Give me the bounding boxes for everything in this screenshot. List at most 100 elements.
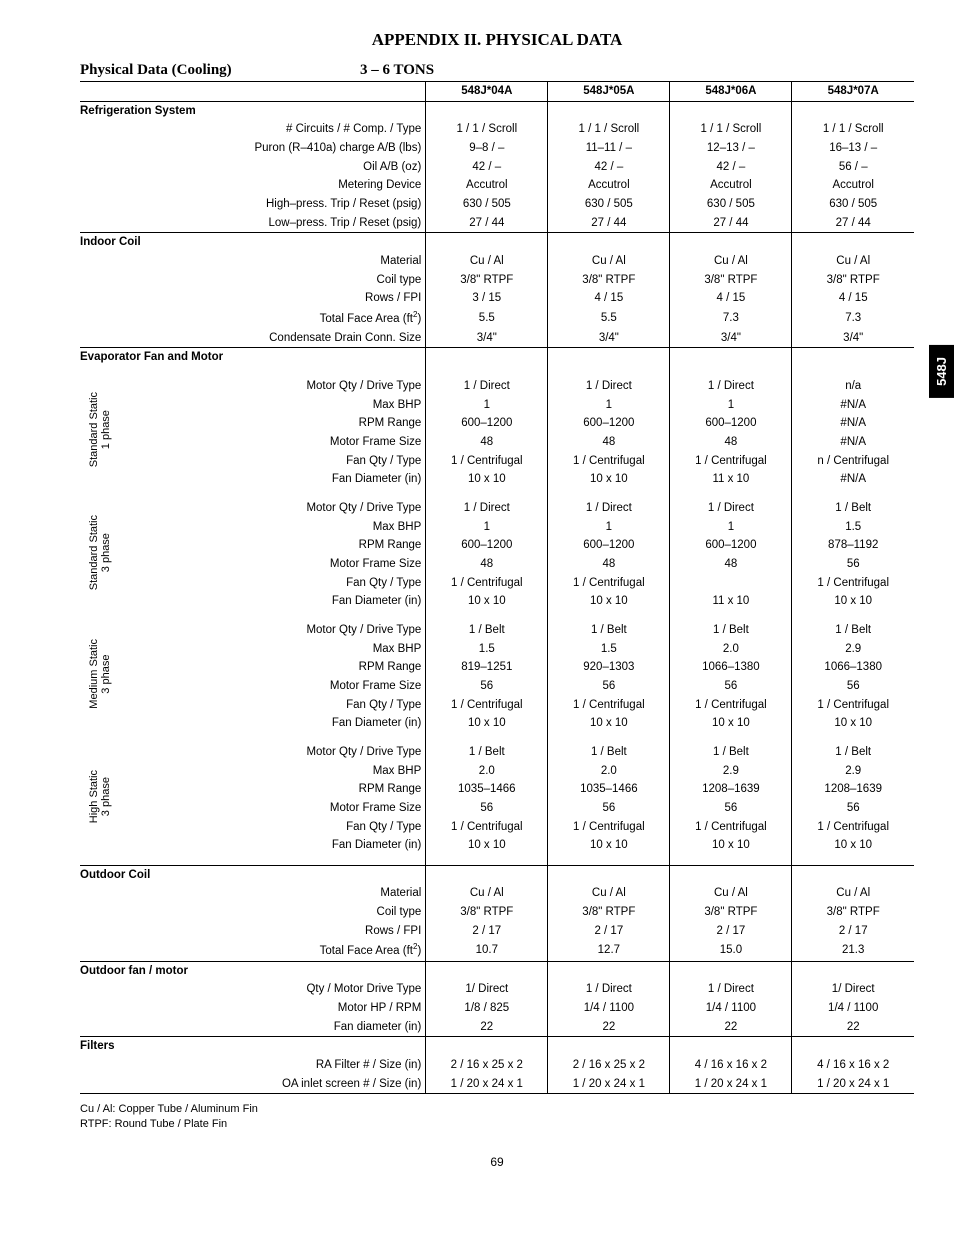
data-cell: 10 x 10 (670, 714, 792, 733)
data-cell: 1 / Belt (670, 621, 792, 640)
data-cell: 3/8" RTPF (426, 903, 548, 922)
data-cell: 42 / – (426, 158, 548, 177)
data-cell: 600–1200 (426, 414, 548, 433)
data-cell: 2 / 17 (548, 922, 670, 941)
group-label: Standard Static1 phase (80, 377, 121, 489)
data-cell: 2.0 (548, 762, 670, 781)
data-cell: 56 (792, 799, 914, 818)
data-cell: 1 / Belt (792, 621, 914, 640)
data-cell: 5.5 (548, 308, 670, 329)
row-label: Total Face Area (ft2) (121, 940, 426, 961)
data-cell: 1 / Centrifugal (548, 452, 670, 471)
section-header: Evaporator Fan and Motor (80, 348, 426, 367)
data-cell: 600–1200 (548, 414, 670, 433)
data-cell: 10 x 10 (426, 836, 548, 855)
data-cell: 3/8" RTPF (548, 271, 670, 290)
data-cell: 3/8" RTPF (426, 271, 548, 290)
data-cell: 630 / 505 (792, 195, 914, 214)
data-cell: 48 (426, 555, 548, 574)
data-cell: 630 / 505 (548, 195, 670, 214)
data-cell: Cu / Al (792, 252, 914, 271)
data-cell: 11–11 / – (548, 139, 670, 158)
data-cell: 27 / 44 (426, 214, 548, 233)
row-label: Motor Qty / Drive Type (121, 377, 426, 396)
row-label: High–press. Trip / Reset (psig) (121, 195, 426, 214)
data-cell: 2.9 (792, 640, 914, 659)
data-cell: 22 (792, 1018, 914, 1037)
row-label: Fan Diameter (in) (121, 836, 426, 855)
data-cell: 1 / 20 x 24 x 1 (792, 1075, 914, 1094)
data-cell: 630 / 505 (670, 195, 792, 214)
page-number: 69 (80, 1155, 914, 1169)
data-cell: 1208–1639 (792, 780, 914, 799)
row-label: Motor Qty / Drive Type (121, 499, 426, 518)
data-cell: 1 / Centrifugal (426, 574, 548, 593)
data-cell: 48 (670, 555, 792, 574)
data-cell: 1 (426, 518, 548, 537)
data-cell: 1208–1639 (670, 780, 792, 799)
data-cell: 3/8" RTPF (792, 271, 914, 290)
data-cell: 22 (670, 1018, 792, 1037)
data-cell: #N/A (792, 396, 914, 415)
data-cell: 2 / 17 (670, 922, 792, 941)
data-cell: 7.3 (670, 308, 792, 329)
data-cell: 4 / 16 x 16 x 2 (670, 1056, 792, 1075)
row-label: Material (121, 252, 426, 271)
data-cell: 56 (426, 799, 548, 818)
section-header: Indoor Coil (80, 233, 426, 252)
data-cell: 600–1200 (426, 536, 548, 555)
footnotes: Cu / Al: Copper Tube / Aluminum Fin RTPF… (80, 1102, 914, 1131)
data-cell: Cu / Al (670, 252, 792, 271)
data-cell: 4 / 15 (548, 289, 670, 308)
data-cell: 10 x 10 (426, 714, 548, 733)
data-cell: 1 / 1 / Scroll (792, 120, 914, 139)
data-cell: 3/8" RTPF (792, 903, 914, 922)
data-cell: 2 / 17 (792, 922, 914, 941)
row-label: Material (121, 884, 426, 903)
row-label: Total Face Area (ft2) (121, 308, 426, 329)
data-cell: #N/A (792, 433, 914, 452)
section-header: Outdoor Coil (80, 865, 426, 884)
row-label: Motor HP / RPM (121, 999, 426, 1018)
data-cell: 1066–1380 (792, 658, 914, 677)
data-cell: #N/A (792, 414, 914, 433)
col-header: 548J*04A (426, 82, 548, 102)
data-cell: 10 x 10 (426, 592, 548, 611)
row-label: Motor Frame Size (121, 677, 426, 696)
data-cell: 1 (426, 396, 548, 415)
data-cell: n/a (792, 377, 914, 396)
data-cell: 4 / 15 (670, 289, 792, 308)
data-cell: 56 (670, 799, 792, 818)
data-cell: 10 x 10 (548, 470, 670, 489)
data-cell: 1066–1380 (670, 658, 792, 677)
data-cell: 1 / Belt (670, 743, 792, 762)
data-cell: 48 (426, 433, 548, 452)
row-label: Max BHP (121, 396, 426, 415)
data-cell: 4 / 16 x 16 x 2 (792, 1056, 914, 1075)
data-cell: 48 (670, 433, 792, 452)
data-cell: 16–13 / – (792, 139, 914, 158)
row-label: Fan Diameter (in) (121, 470, 426, 489)
data-cell: 3/8" RTPF (670, 271, 792, 290)
row-label: Metering Device (121, 176, 426, 195)
data-cell: 22 (426, 1018, 548, 1037)
row-label: Qty / Motor Drive Type (121, 980, 426, 999)
row-label: Oil A/B (oz) (121, 158, 426, 177)
data-cell: Accutrol (670, 176, 792, 195)
row-label: RPM Range (121, 780, 426, 799)
section-header: Outdoor fan / motor (80, 961, 426, 980)
data-cell: 1 / Direct (548, 377, 670, 396)
data-cell: 1 / 1 / Scroll (670, 120, 792, 139)
data-cell: 10 x 10 (792, 836, 914, 855)
data-cell: 1 / Centrifugal (670, 452, 792, 471)
data-cell: 600–1200 (548, 536, 670, 555)
data-cell: 2 / 16 x 25 x 2 (548, 1056, 670, 1075)
data-cell: Accutrol (426, 176, 548, 195)
data-cell: 12.7 (548, 940, 670, 961)
row-label: Motor Frame Size (121, 799, 426, 818)
data-cell: 1 / Belt (426, 743, 548, 762)
data-cell: Cu / Al (792, 884, 914, 903)
data-cell: 1 / Centrifugal (426, 452, 548, 471)
data-cell: 1/4 / 1100 (548, 999, 670, 1018)
data-cell: 2 / 17 (426, 922, 548, 941)
